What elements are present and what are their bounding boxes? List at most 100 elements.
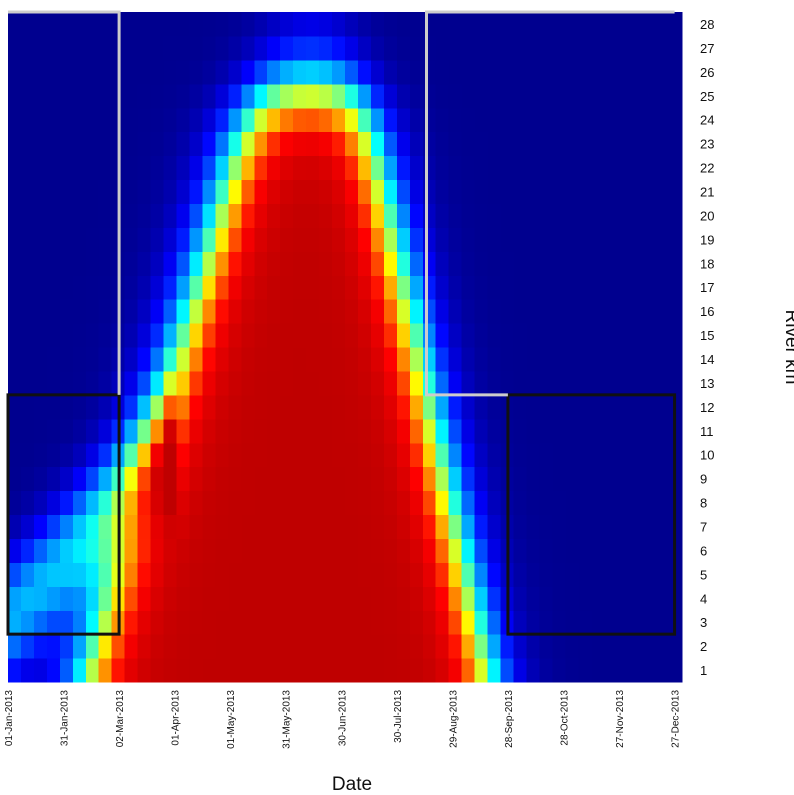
heatmap-cell [267, 251, 281, 276]
heatmap-cell [293, 12, 307, 37]
heatmap-cell [487, 610, 502, 635]
heatmap-cell [137, 323, 152, 348]
heatmap-cell [306, 107, 320, 133]
heatmap-cell [357, 131, 372, 157]
heatmap-cell [630, 610, 644, 635]
heatmap-cell [85, 155, 100, 181]
heatmap-cell [176, 155, 191, 181]
heatmap-cell [202, 634, 216, 659]
heatmap-cell [526, 107, 541, 133]
heatmap-cell [293, 35, 307, 61]
heatmap-cell [8, 83, 22, 109]
heatmap-cell [345, 299, 359, 324]
heatmap-cell [72, 59, 87, 85]
heatmap-cell [435, 323, 450, 348]
heatmap-cell [241, 83, 255, 109]
heatmap-cell [357, 442, 372, 468]
heatmap-cell [189, 466, 204, 492]
heatmap-cell [59, 227, 74, 252]
heatmap-cell [357, 418, 372, 444]
heatmap-cell [617, 562, 631, 587]
heatmap-cell [202, 418, 216, 444]
heatmap-cell [306, 323, 320, 348]
heatmap-cell [474, 562, 489, 587]
heatmap-cell [306, 251, 320, 276]
heatmap-cell [604, 394, 618, 420]
heatmap-cell [669, 370, 683, 396]
heatmap-cell [487, 131, 502, 157]
heatmap-cell [656, 155, 670, 181]
heatmap-cell [435, 227, 450, 252]
heatmap-cell [643, 12, 657, 37]
y-tick-label: 27 [700, 41, 714, 56]
heatmap-cell [345, 155, 359, 181]
heatmap-cell [20, 610, 35, 635]
heatmap-cell [578, 179, 592, 205]
heatmap-cell [332, 394, 346, 420]
heatmap-cell [189, 323, 204, 348]
heatmap-cell [72, 155, 87, 181]
heatmap-cell [370, 323, 385, 348]
heatmap-cell [8, 107, 22, 133]
heatmap-cell [72, 179, 87, 205]
heatmap-cell [293, 155, 307, 181]
heatmap-cell [72, 562, 87, 587]
heatmap-cell [280, 251, 294, 276]
heatmap-cell [33, 610, 48, 635]
heatmap-cell [46, 418, 61, 444]
heatmap-cell [202, 442, 216, 468]
heatmap-cell [228, 155, 242, 181]
heatmap-cell [370, 634, 385, 659]
heatmap-cell [280, 394, 294, 420]
heatmap-cell [306, 466, 320, 492]
heatmap-cell [370, 251, 385, 276]
heatmap-cell [319, 131, 333, 157]
heatmap-cell [370, 347, 385, 372]
heatmap-cell [357, 59, 372, 85]
heatmap-cell [539, 155, 553, 181]
heatmap-cell [383, 59, 398, 85]
heatmap-cell [435, 394, 450, 420]
heatmap-cell [293, 251, 307, 276]
heatmap-cell [72, 35, 87, 61]
heatmap-cell [254, 442, 268, 468]
heatmap-cell [59, 562, 74, 587]
heatmap-cell [565, 227, 579, 252]
heatmap-cell [591, 538, 605, 563]
heatmap-cell [552, 347, 566, 372]
heatmap-cell [565, 347, 579, 372]
heatmap-cell [409, 514, 424, 540]
heatmap-cell [396, 370, 411, 396]
heatmap-cell [189, 394, 204, 420]
heatmap-cell [72, 299, 87, 324]
heatmap-cell [526, 155, 541, 181]
heatmap-cell [513, 83, 528, 109]
heatmap-cell [604, 227, 618, 252]
heatmap-cell [254, 586, 268, 611]
heatmap-cell [487, 275, 502, 300]
heatmap-cell [332, 155, 346, 181]
heatmap-cell [422, 490, 437, 516]
heatmap-cell [630, 323, 644, 348]
heatmap-cell [513, 323, 528, 348]
heatmap-cell [241, 418, 255, 444]
heatmap-cell [578, 610, 592, 635]
heatmap-cell [513, 131, 528, 157]
heatmap-cell [487, 12, 502, 37]
heatmap-cell [280, 562, 294, 587]
y-tick-label: 28 [700, 17, 714, 32]
heatmap-cell [656, 251, 670, 276]
heatmap-cell [422, 251, 437, 276]
heatmap-cell [72, 442, 87, 468]
heatmap-cell [332, 12, 346, 37]
heatmap-cell [293, 227, 307, 252]
heatmap-cell [396, 538, 411, 563]
heatmap-cell [72, 347, 87, 372]
heatmap-cell [474, 35, 489, 61]
heatmap-cell [319, 418, 333, 444]
heatmap-cell [552, 418, 566, 444]
heatmap-cell [474, 586, 489, 611]
heatmap-cell [306, 538, 320, 563]
heatmap-cell [383, 442, 398, 468]
heatmap-cell [630, 155, 644, 181]
